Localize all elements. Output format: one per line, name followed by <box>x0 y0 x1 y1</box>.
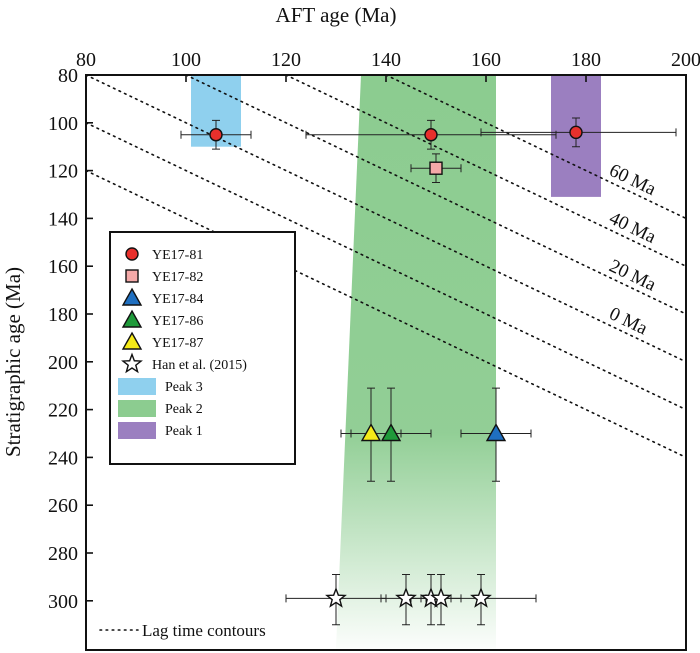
contour-line-40 <box>285 75 686 268</box>
y-tick-label-220: 220 <box>48 400 78 422</box>
point-ye17-81-2 <box>424 128 438 142</box>
legend: YE17-81 YE17-82 YE17-84 YE17-86 YE17-87 Han e… <box>109 231 296 465</box>
y-tick-label-280: 280 <box>48 543 78 565</box>
contour-label-40: 40 Ma <box>606 208 660 248</box>
y-tick-label-180: 180 <box>48 304 78 326</box>
x-tick-label-80: 80 <box>76 49 96 71</box>
y-tick-label-260: 260 <box>48 495 78 517</box>
y-tick-label-80: 80 <box>58 65 78 87</box>
legend-label-peak-3: Peak 3 <box>165 380 203 395</box>
legend-swatch-peak-3 <box>118 378 156 395</box>
point-ye17-84-1 <box>485 423 507 442</box>
legend-label-ye17-86: YE17-86 <box>152 314 203 329</box>
contour-line-20 <box>185 75 686 315</box>
legend-label-ye17-81: YE17-81 <box>152 248 203 263</box>
legend-symbol-ye17-87 <box>121 331 143 350</box>
contour-line-m40 <box>86 169 686 459</box>
contour-label-0: 0 Ma <box>606 303 651 339</box>
legend-symbol-ye17-84 <box>121 287 143 306</box>
contour-lines <box>86 75 686 459</box>
data-markers <box>209 125 583 608</box>
point-han-et-al-2015-1 <box>325 586 347 608</box>
x-tick-label-180: 180 <box>571 49 601 71</box>
x-tick-label-140: 140 <box>371 49 401 71</box>
y-tick-label-100: 100 <box>48 113 78 135</box>
y-tick-label-160: 160 <box>48 256 78 278</box>
y-tick-label-200: 200 <box>48 352 78 374</box>
legend-label-ye17-82: YE17-82 <box>152 270 203 285</box>
point-han-et-al-2015-2 <box>395 586 417 608</box>
point-ye17-81-1 <box>209 128 223 142</box>
y-tick-label-120: 120 <box>48 161 78 183</box>
point-ye17-87-1 <box>360 423 382 442</box>
legend-symbol-ye17-82 <box>125 269 139 283</box>
legend-label-han-et-al-2015: Han et al. (2015) <box>152 358 247 373</box>
x-axis-title: AFT age (Ma) <box>276 3 397 27</box>
x-tick-label-120: 120 <box>271 49 301 71</box>
legend-label-peak-1: Peak 1 <box>165 424 203 439</box>
legend-label-peak-2: Peak 2 <box>165 402 203 417</box>
x-tick-label-160: 160 <box>471 49 501 71</box>
contour-legend: Lag time contours <box>99 621 266 640</box>
contour-label-60: 60 Ma <box>606 160 660 200</box>
x-tick-label-100: 100 <box>171 49 201 71</box>
point-han-et-al-2015-4 <box>430 586 452 608</box>
y-tick-label-300: 300 <box>48 591 78 613</box>
legend-swatch-peak-1 <box>118 422 156 439</box>
peak-region-peak-2 <box>336 75 496 649</box>
legend-label-ye17-84: YE17-84 <box>152 292 203 307</box>
legend-symbol-ye17-86 <box>121 309 143 328</box>
point-ye17-82-1 <box>429 161 443 175</box>
point-ye17-81-3 <box>569 125 583 140</box>
legend-label-ye17-87: YE17-87 <box>152 336 203 351</box>
x-tick-label-200: 200 <box>671 49 700 71</box>
legend-symbol-han-et-al-2015 <box>121 352 143 374</box>
contour-line-m20 <box>86 122 686 411</box>
contour-line-0 <box>86 75 686 363</box>
contour-line-60 <box>385 75 686 220</box>
axes: 80 100 120 140 160 180 200 80 100 120 140 160 180 200… <box>48 49 700 651</box>
y-tick-label-140: 140 <box>48 208 78 230</box>
legend-symbol-ye17-81 <box>125 247 139 261</box>
y-tick-label-240: 240 <box>48 447 78 469</box>
y-axis-title: Stratigraphic age (Ma) <box>1 267 25 457</box>
legend-swatch-peak-2 <box>118 400 156 417</box>
point-han-et-al-2015-5 <box>470 586 492 608</box>
contour-legend-label: Lag time contours <box>142 621 266 640</box>
contour-label-20: 20 Ma <box>606 256 660 296</box>
point-ye17-86-1 <box>380 423 402 442</box>
